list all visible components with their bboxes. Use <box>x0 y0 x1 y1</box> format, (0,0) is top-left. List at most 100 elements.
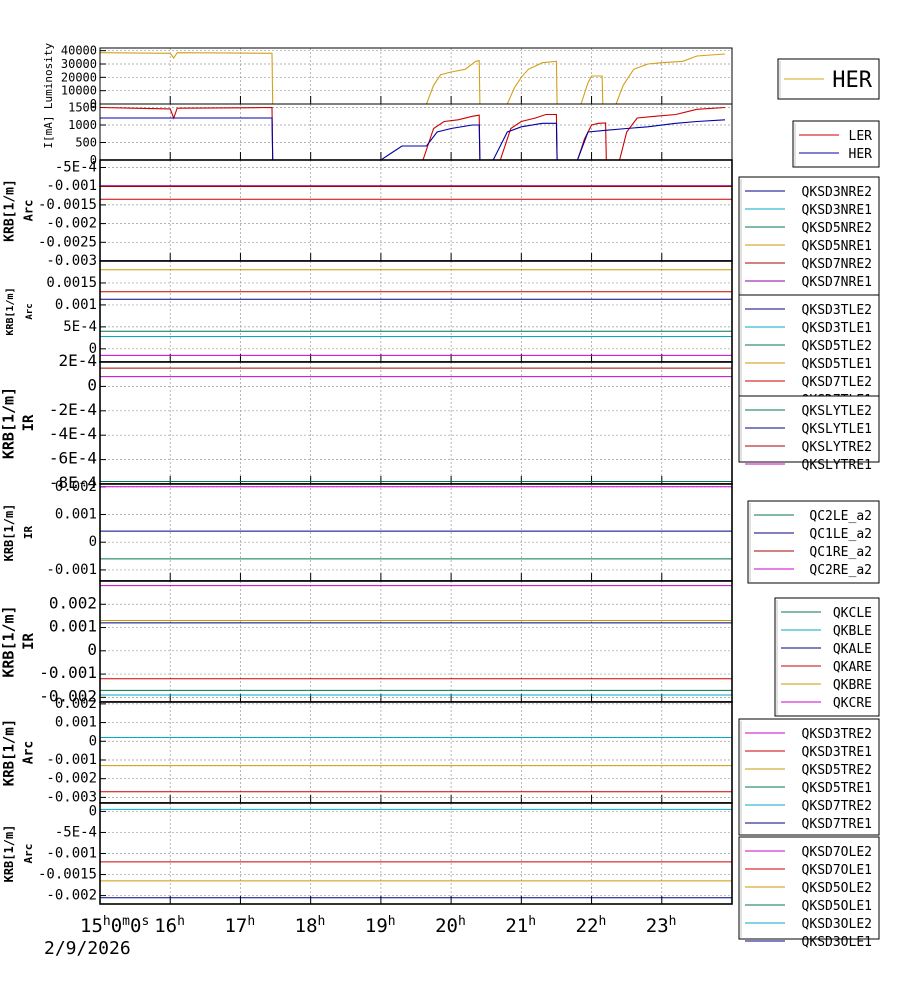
legend-current: LER HER <box>792 120 880 168</box>
legend-ir3: QKCLE QKBLE QKALE QKARE QKBRE QKCRE <box>774 597 880 717</box>
legend-label: HER <box>849 147 873 162</box>
y-axis-label: Arc <box>25 303 35 319</box>
legend-label: QC2RE_a2 <box>809 563 872 578</box>
y-tick-label: 0.002 <box>55 696 97 712</box>
legend-label: QKSD3OLE2 <box>802 917 872 932</box>
legend-box <box>792 120 880 168</box>
legend-box <box>738 836 880 940</box>
series-line-her <box>99 52 726 105</box>
legend-label: QKSD3TLE1 <box>802 321 872 336</box>
y-tick-label: -0.0015 <box>38 197 97 213</box>
y-tick-label: 0.002 <box>55 479 97 495</box>
y-tick-label: -2E-4 <box>49 400 97 419</box>
legend-label: QKSLYTRE2 <box>802 440 872 455</box>
y-axis-label: KRB[1/m] <box>0 387 18 459</box>
plot-frame <box>99 802 733 905</box>
legend-label: QKSD7OLE2 <box>802 845 872 860</box>
legend-label: QKSD3NRE2 <box>802 185 872 200</box>
y-tick-label: -0.0025 <box>38 234 97 250</box>
legend-box <box>738 718 880 836</box>
legend-label: QKSD5TLE1 <box>802 357 872 372</box>
legend-label: QKSLYTLE2 <box>802 404 872 419</box>
y-tick-label: -0.002 <box>46 771 97 787</box>
y-axis-label: IR <box>21 414 37 431</box>
y-tick-label: 0 <box>89 341 97 357</box>
legend-ir1: QKSLYTLE2 QKSLYTLE1 QKSLYTRE2 QKSLYTRE1 <box>738 395 880 473</box>
y-tick-label: -0.002 <box>39 686 97 705</box>
legend-label: QKSD7TRE2 <box>802 799 872 814</box>
y-tick-label: 2E-4 <box>58 351 97 370</box>
legend-box <box>738 176 880 296</box>
y-tick-label: -0.001 <box>46 562 97 578</box>
y-tick-label: 0 <box>87 640 97 659</box>
y-tick-label: -8E-4 <box>49 473 97 492</box>
y-tick-label: 1000 <box>68 118 97 132</box>
y-tick-label: 0 <box>89 803 97 819</box>
panel-ir2: 0.002 0.001 0 -0.001 KRB[1/m] IR <box>2 479 733 582</box>
panel-arc4: 0 -5E-4 -0.001 -0.0015 -0.002 KRB[1/m] Arc <box>2 802 733 905</box>
panel-arc2: 0 5E-4 0.001 0.0015 KRB[1/m] Arc <box>5 260 733 363</box>
y-tick-label: 0.002 <box>49 593 97 612</box>
y-tick-label: 0.001 <box>55 715 97 731</box>
x-tick-label: 16h <box>154 914 185 937</box>
legend-label: QKSD7NRE2 <box>802 257 872 272</box>
legend-label: QKARE <box>833 660 872 675</box>
legend-label: QC2LE_a2 <box>809 509 872 524</box>
plot-area <box>100 581 732 702</box>
legend-label: QKSD5TRE1 <box>802 781 872 796</box>
y-tick-label: -0.001 <box>46 846 97 862</box>
plot-area <box>100 702 732 803</box>
legend-box <box>774 597 880 717</box>
y-tick-label: 20000 <box>61 70 97 84</box>
y-axis-label: KRB[1/m] <box>2 825 16 883</box>
legend-label: QKBLE <box>833 624 872 639</box>
y-axis-label: KRB[1/m] <box>1 719 17 786</box>
legend-label: QKSD7TLE2 <box>802 375 872 390</box>
legend-label: HER <box>832 68 872 93</box>
legend-label: QKSD5OLE1 <box>802 899 872 914</box>
legend-box <box>738 395 880 463</box>
y-tick-label: 0.001 <box>49 617 97 636</box>
legend-label: QKSD5OLE2 <box>802 881 872 896</box>
y-axis-label: KRB[1/m] <box>2 504 16 562</box>
legend-label: QKALE <box>833 642 872 657</box>
y-tick-label: 5E-4 <box>63 319 97 335</box>
legend-label: QKBRE <box>833 678 872 693</box>
y-tick-label: 0 <box>90 97 97 111</box>
x-tick-label: 22h <box>576 914 607 937</box>
legend-label: QKSD3TRE1 <box>802 745 872 760</box>
y-axis-label: IR <box>21 633 37 650</box>
legend-label: QKSLYTRE1 <box>802 458 872 473</box>
y-tick-label: 0.001 <box>55 297 97 313</box>
y-tick-label: 0 <box>89 534 97 550</box>
y-tick-label: -0.001 <box>39 663 97 682</box>
legend-label: QKSD7TRE1 <box>802 817 872 832</box>
legend-arc4: QKSD7OLE2 QKSD7OLE1 QKSD5OLE2 QKSD5OLE1 QKSD… <box>738 836 880 950</box>
legend-label: QKSD5NRE2 <box>802 221 872 236</box>
x-tick-label: 15h0m0s <box>80 914 149 937</box>
y-tick-label: -6E-4 <box>49 449 97 468</box>
y-axis-label: Arc <box>22 741 37 764</box>
y-axis-label: Arc <box>21 200 35 222</box>
y-tick-label: 0.0015 <box>46 275 97 291</box>
panel-arc3: 0.002 0.001 0 -0.001 -0.002 -0.003 KRB[1/m] Arc <box>1 696 733 805</box>
legend-label: QC1LE_a2 <box>809 527 872 542</box>
y-axis-label: KRB[1/m] <box>2 179 17 242</box>
y-tick-label: 0 <box>87 375 97 394</box>
y-tick-label: 0.001 <box>55 506 97 522</box>
legend-label: QKSD3OLE1 <box>802 935 872 950</box>
y-tick-label: 40000 <box>61 44 97 58</box>
y-tick-label: -4E-4 <box>49 424 97 443</box>
legend-label: QKCRE <box>833 696 872 711</box>
y-axis-label: KRB[1/m] <box>0 605 18 677</box>
legend-label: QKSD3TLE2 <box>802 303 872 318</box>
legend-arc3: QKSD3TRE2 QKSD3TRE1 QKSD5TRE2 QKSD5TRE1 QKSD… <box>738 718 880 836</box>
y-tick-label: 30000 <box>61 57 97 71</box>
legend-luminosity: HER <box>777 58 880 100</box>
y-tick-label: 500 <box>75 136 97 150</box>
y-tick-label: -0.001 <box>46 178 97 194</box>
x-tick-label: 21h <box>505 914 536 937</box>
y-tick-label: -0.003 <box>46 789 97 805</box>
plot-area <box>100 484 732 581</box>
